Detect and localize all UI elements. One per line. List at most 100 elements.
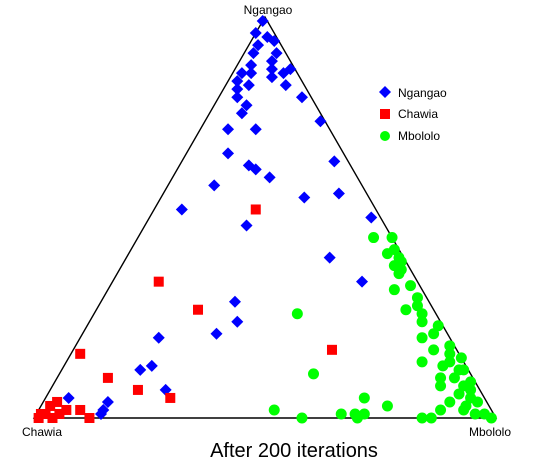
mbololo-point-44 bbox=[435, 404, 447, 416]
vertex-label-right: Mbololo bbox=[469, 425, 511, 439]
vertex-label-left: Chawia bbox=[22, 425, 62, 439]
mbololo-point-16 bbox=[416, 316, 428, 328]
legend-marker-chawia bbox=[380, 109, 390, 119]
ngangao-point-32 bbox=[332, 187, 345, 200]
ngangao-point-47 bbox=[101, 395, 114, 408]
mbololo-point-30 bbox=[435, 372, 447, 384]
mbololo-point-1 bbox=[368, 232, 380, 244]
ngangao-point-12 bbox=[235, 67, 248, 80]
chawia-point-4 bbox=[75, 348, 86, 359]
mbololo-point-15 bbox=[291, 308, 303, 320]
chawia-point-11 bbox=[61, 404, 72, 415]
ngangao-point-1 bbox=[249, 27, 262, 40]
ngangao-point-15 bbox=[231, 75, 244, 88]
ngangao-point-18 bbox=[231, 83, 244, 96]
chawia-point-3 bbox=[326, 344, 337, 355]
vertex-label-top: Ngangao bbox=[244, 3, 293, 17]
mbololo-point-51 bbox=[296, 412, 308, 424]
ngangao-point-45 bbox=[159, 383, 172, 396]
mbololo-point-48 bbox=[335, 408, 347, 420]
ngangao-point-13 bbox=[277, 67, 290, 80]
mbololo-point-8 bbox=[393, 268, 405, 280]
ngangao-point-23 bbox=[314, 115, 327, 128]
ngangao-point-39 bbox=[228, 295, 241, 308]
mbololo-point-26 bbox=[437, 360, 449, 372]
chawia-point-14 bbox=[40, 408, 51, 419]
ngangao-point-26 bbox=[222, 147, 235, 160]
mbololo-point-10 bbox=[388, 284, 400, 296]
ngangao-point-11 bbox=[245, 67, 258, 80]
chawia-point-16 bbox=[84, 413, 95, 423]
ngangao-point-31 bbox=[208, 179, 221, 192]
mbololo-point-20 bbox=[444, 340, 456, 352]
ngangao-point-14 bbox=[265, 71, 278, 84]
legend-label-mbololo: Mbololo bbox=[398, 129, 440, 143]
mbololo-point-54 bbox=[351, 412, 363, 424]
mbololo-point-39 bbox=[444, 396, 456, 408]
ngangao-point-10 bbox=[265, 63, 278, 76]
mbololo-point-9 bbox=[405, 280, 417, 292]
chawia-point-5 bbox=[102, 372, 113, 383]
mbololo-point-35 bbox=[465, 384, 477, 396]
mbololo-point-17 bbox=[432, 320, 444, 332]
mbololo-point-14 bbox=[416, 308, 428, 320]
ngangao-point-33 bbox=[298, 191, 311, 204]
ngangao-point-37 bbox=[323, 251, 336, 264]
ngangao-point-17 bbox=[242, 79, 255, 92]
ngangao-point-6 bbox=[270, 47, 283, 60]
chawia-point-7 bbox=[165, 392, 176, 403]
mbololo-point-23 bbox=[455, 352, 467, 364]
ngangao-point-4 bbox=[252, 39, 265, 52]
ngangao-point-42 bbox=[152, 331, 165, 344]
data-points bbox=[33, 15, 497, 424]
mbololo-point-37 bbox=[358, 392, 370, 404]
ngangao-point-7 bbox=[265, 55, 278, 68]
mbololo-point-29 bbox=[308, 368, 320, 380]
ngangao-point-3 bbox=[268, 35, 281, 48]
mbololo-point-45 bbox=[458, 404, 470, 416]
mbololo-point-50 bbox=[469, 408, 481, 420]
ngangao-point-5 bbox=[247, 47, 260, 60]
legend-label-ngangao: Ngangao bbox=[398, 86, 447, 100]
chawia-point-1 bbox=[153, 276, 164, 287]
chawia-point-13 bbox=[54, 408, 65, 419]
mbololo-point-55 bbox=[416, 412, 428, 424]
ngangao-point-35 bbox=[365, 211, 378, 224]
mbololo-point-36 bbox=[453, 388, 465, 400]
ngangao-point-27 bbox=[328, 155, 341, 168]
ngangao-point-16 bbox=[279, 79, 292, 92]
ngangao-point-46 bbox=[62, 391, 75, 404]
chawia-point-15 bbox=[33, 413, 44, 423]
chawia-point-6 bbox=[132, 384, 143, 395]
ngangao-point-30 bbox=[263, 171, 276, 184]
ngangao-point-40 bbox=[231, 315, 244, 328]
ngangao-point-0 bbox=[256, 15, 269, 28]
ngangao-point-49 bbox=[94, 407, 107, 420]
ngangao-point-34 bbox=[175, 203, 188, 216]
ngangao-point-24 bbox=[222, 123, 235, 136]
ngangao-point-21 bbox=[240, 99, 253, 112]
mbololo-point-41 bbox=[381, 400, 393, 412]
chart-caption: After 200 iterations bbox=[210, 440, 378, 462]
mbololo-point-25 bbox=[416, 356, 428, 368]
legend: Ngangao Chawia Mbololo bbox=[379, 86, 447, 143]
mbololo-point-28 bbox=[453, 364, 465, 376]
mbololo-point-22 bbox=[444, 348, 456, 360]
mbololo-point-43 bbox=[268, 404, 280, 416]
legend-label-chawia: Chawia bbox=[398, 107, 438, 121]
mbololo-point-33 bbox=[435, 380, 447, 392]
mbololo-point-0 bbox=[386, 232, 398, 244]
ngangao-point-38 bbox=[356, 275, 369, 288]
ngangao-point-41 bbox=[210, 327, 223, 340]
mbololo-point-12 bbox=[411, 300, 423, 312]
mbololo-point-13 bbox=[400, 304, 412, 316]
ngangao-point-22 bbox=[235, 107, 248, 120]
legend-marker-ngangao bbox=[379, 86, 391, 98]
chawia-point-9 bbox=[45, 400, 56, 411]
ngangao-point-19 bbox=[231, 91, 244, 104]
mbololo-point-19 bbox=[416, 332, 428, 344]
chawia-point-0 bbox=[250, 204, 261, 215]
mbololo-point-21 bbox=[428, 344, 440, 356]
ngangao-point-8 bbox=[245, 59, 258, 72]
